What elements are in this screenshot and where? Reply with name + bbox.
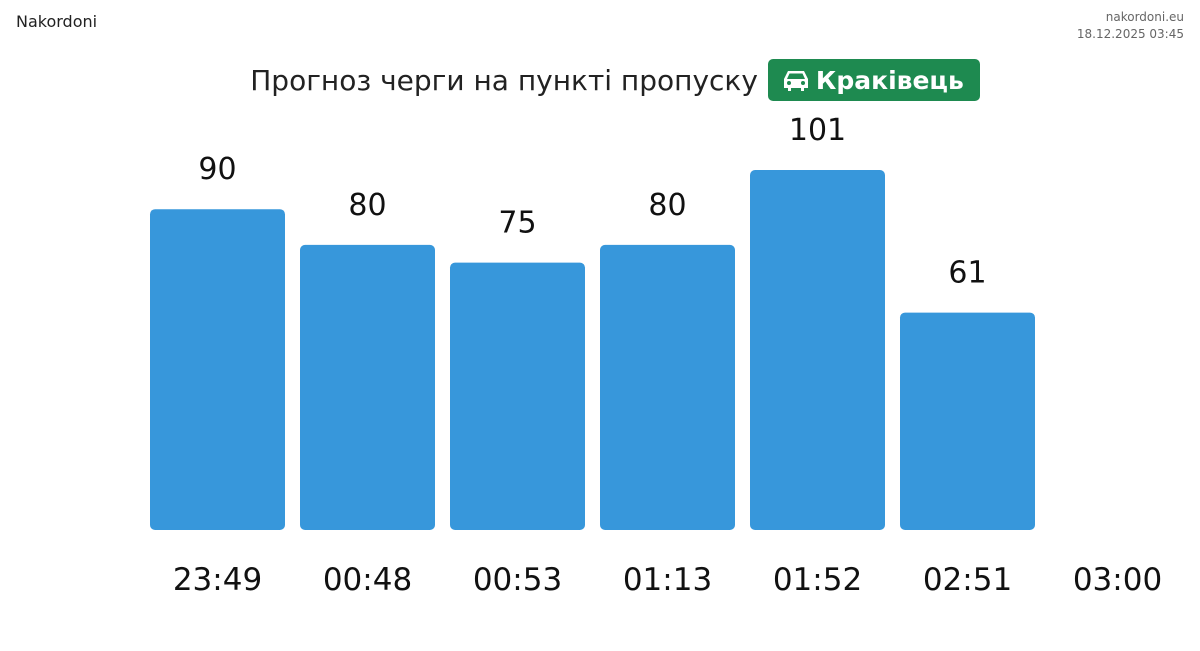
site: nakordoni.eu: [1105, 10, 1184, 24]
bar: [600, 244, 735, 530]
value-label: 75: [498, 206, 536, 241]
value-label: 80: [348, 188, 386, 223]
x-tick-label: 00:53: [473, 562, 562, 598]
bar: [300, 244, 435, 530]
x-tick-label: 23:49: [173, 562, 262, 598]
chart-title: Прогноз черги на пункті пропуску: [250, 63, 758, 97]
logo[interactable]: Nakordoni: [16, 12, 98, 31]
x-tick-label: 02:51: [923, 562, 1012, 598]
value-label: 61: [948, 256, 986, 291]
value-label: 80: [648, 188, 686, 223]
heading: Прогноз черги на пункті пропуску Краківе…: [0, 59, 1200, 101]
timestamp: 18.12.2025 03:45: [1076, 27, 1184, 41]
value-label: 90: [198, 152, 236, 187]
x-tick-label: 01:13: [623, 562, 712, 598]
x-tick-label: 03:00: [1073, 562, 1162, 598]
checkpoint-name: Краківець: [815, 65, 964, 95]
x-tick-label: 00:48: [323, 562, 412, 598]
checkpoint-badge: Краківець: [767, 59, 980, 101]
car-icon: [783, 71, 808, 91]
value-label: 101: [789, 113, 846, 148]
x-tick-label: 01:52: [773, 562, 862, 598]
bar: [450, 262, 585, 530]
bar: [750, 170, 885, 530]
bar: [150, 209, 285, 530]
meta: nakordoni.eu 18.12.2025 03:45: [1077, 9, 1184, 43]
bar: [900, 312, 1035, 530]
